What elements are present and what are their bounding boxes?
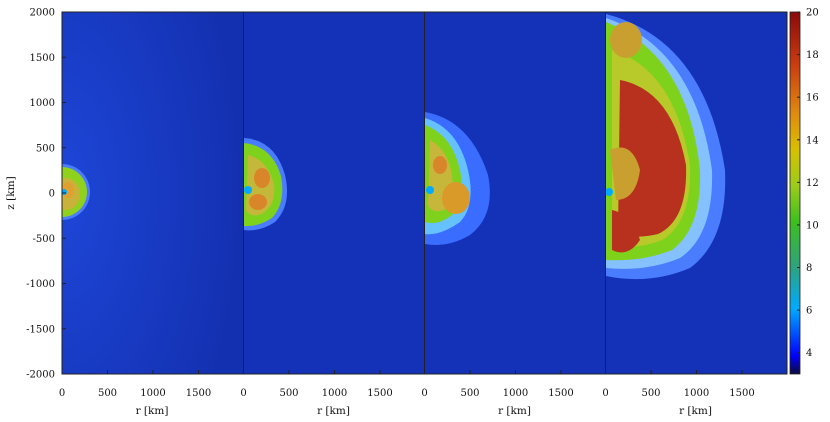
colorbar-tick-label: 12 <box>806 178 819 189</box>
colorbar-tick-label: 16 <box>806 93 819 104</box>
panel-1 <box>62 12 243 374</box>
colorbar-tick-label: 4 <box>806 348 812 359</box>
y-axis-label: z [km] <box>5 176 17 209</box>
y-tick-label: 1500 <box>30 53 55 64</box>
x-tick-label: 1000 <box>503 388 528 399</box>
x-tick-label: 0 <box>59 388 65 399</box>
plume-2 <box>244 138 288 231</box>
x-tick-label: 1000 <box>684 388 709 399</box>
colorbar-tick-label: 18 <box>806 50 819 61</box>
x-axis-label: r [km] <box>498 405 531 417</box>
x-tick-label: 500 <box>98 388 117 399</box>
y-tick-label: -1500 <box>26 324 55 335</box>
x-axis-label: r [km] <box>679 405 712 417</box>
y-axis-ticks: 2000 1500 1000 500 0 -500 -1000 -1500 -2000 <box>26 8 66 381</box>
x-tick-label: 1500 <box>729 388 754 399</box>
x-tick-label: 500 <box>460 388 479 399</box>
x-tick-label: 1000 <box>322 388 347 399</box>
x-tick-label: 1000 <box>140 388 165 399</box>
x-axis-label: r [km] <box>317 405 350 417</box>
plume-3 <box>425 112 490 245</box>
x-tick-label: 0 <box>421 388 427 399</box>
colorbar-tick-label: 14 <box>806 135 819 146</box>
x-tick-label: 500 <box>641 388 660 399</box>
panel-4 <box>606 12 787 374</box>
colorbar-ticks: 20 18 16 14 12 10 8 6 4 <box>797 8 819 359</box>
colorbar-tick-label: 20 <box>806 8 819 19</box>
y-tick-label: -500 <box>33 234 55 245</box>
y-tick-label: 1000 <box>30 98 55 109</box>
x-tick-label: 0 <box>602 388 608 399</box>
x-axis-label: r [km] <box>136 405 169 417</box>
y-tick-label: -2000 <box>26 370 55 381</box>
x-tick-label: 1500 <box>367 388 392 399</box>
x-tick-label: 1500 <box>186 388 211 399</box>
x-axis-ticks: 0 500 1000 1500 r [km] 0 500 1000 1500 r [km] 0 500… <box>59 370 755 417</box>
colorbar-tick-label: 6 <box>806 306 812 317</box>
colorbar: 20 18 16 14 12 10 8 6 4 <box>789 8 819 375</box>
y-tick-label: 500 <box>36 143 55 154</box>
y-tick-label: -1000 <box>26 279 55 290</box>
colorbar-tick-label: 10 <box>806 220 819 231</box>
y-tick-label: 2000 <box>30 8 55 19</box>
colorbar-tick-label: 8 <box>806 263 812 274</box>
x-tick-label: 0 <box>240 388 246 399</box>
y-tick-label: 0 <box>49 189 55 200</box>
panel-2 <box>244 12 424 374</box>
x-tick-label: 500 <box>279 388 298 399</box>
panel-3 <box>425 12 605 374</box>
x-tick-label: 1500 <box>548 388 573 399</box>
plume-4 <box>606 14 726 280</box>
